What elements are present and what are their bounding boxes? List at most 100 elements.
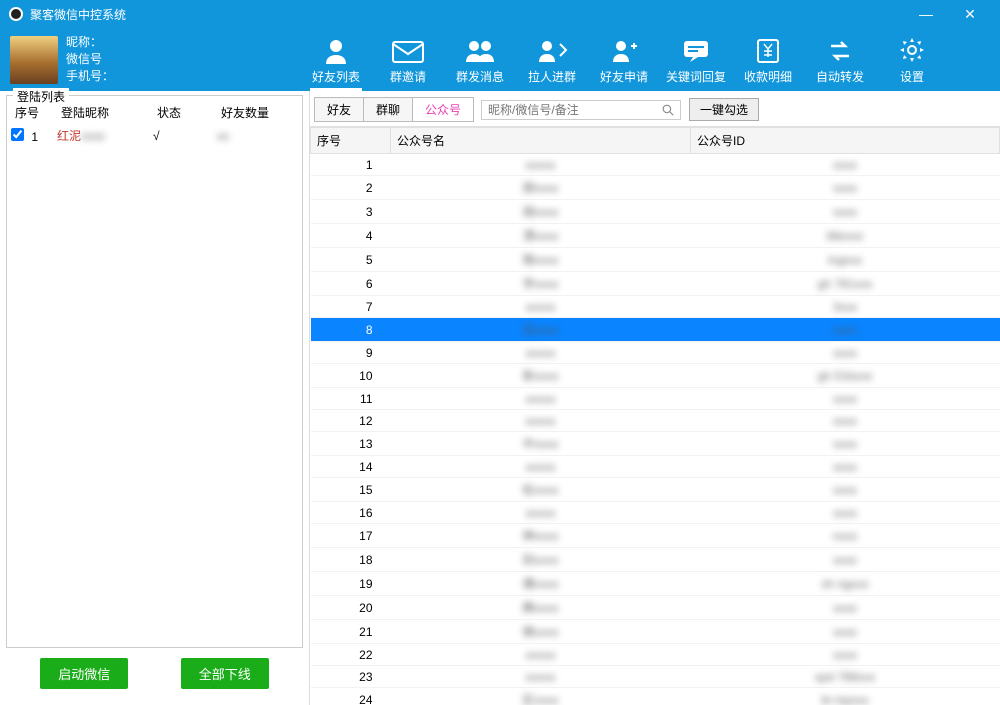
th-idx[interactable]: 序号 [311, 128, 391, 154]
cell-idx: 12 [311, 410, 391, 432]
cell-name: 别xxxx [391, 548, 691, 572]
table-row[interactable]: 20腾xxxxxxxx [311, 596, 1000, 620]
table-row[interactable]: 2朋xxxxxxxx [311, 176, 1000, 200]
nav-payment[interactable]: 收款明细 [732, 38, 804, 91]
cell-id: xxxx [691, 620, 1000, 644]
cell-id: sh ngxxx [691, 572, 1000, 596]
table-row[interactable]: 7xxxxx3xxx [311, 296, 1000, 318]
cell-idx: 18 [311, 548, 391, 572]
cell-idx: 16 [311, 502, 391, 524]
cell-id: xxxx [691, 388, 1000, 410]
nav-friends[interactable]: 好友列表 [300, 38, 372, 91]
nav-label: 自动转发 [816, 70, 864, 84]
cell-idx: 6 [311, 272, 391, 296]
accounts-table: 序号 公众号名 公众号ID 1xxxxxxxxx2朋xxxxxxxx3骑xxxx… [310, 127, 1000, 705]
table-row[interactable]: 23xxxxxspd 788xxx [311, 666, 1000, 688]
cell-name: 爆xxxx [391, 572, 691, 596]
th-id[interactable]: 公众号ID [691, 128, 1000, 154]
nav-friendreq[interactable]: 好友申请 [588, 38, 660, 91]
nav-settings[interactable]: 设置 [876, 36, 948, 91]
filter-tab[interactable]: 好友 [314, 97, 364, 122]
table-row[interactable]: 8目xxxxxxxx [311, 318, 1000, 342]
cell-idx: 5 [311, 248, 391, 272]
cell-name: xxxxx [391, 342, 691, 364]
app-icon [8, 6, 24, 22]
table-row[interactable]: 11xxxxxxxxx [311, 388, 1000, 410]
cell-idx: 22 [311, 644, 391, 666]
nav-label: 群邀请 [390, 70, 426, 84]
close-button[interactable]: ✕ [948, 6, 992, 23]
search-input[interactable] [488, 103, 662, 117]
cell-name: xxxxx [391, 666, 691, 688]
cell-name: 朋xxxx [391, 176, 691, 200]
login-legend: 登陆列表 [13, 88, 69, 105]
cell-name: xxxxx [391, 388, 691, 410]
cell-id: xxxx [691, 200, 1000, 224]
table-row[interactable]: 16xxxxxxxxx [311, 502, 1000, 524]
table-row[interactable]: 5微xxxxingxxx [311, 248, 1000, 272]
table-row[interactable]: 1xxxxxxxxx [311, 154, 1000, 176]
cell-id: bl mpxxx [691, 688, 1000, 705]
table-row[interactable]: 18别xxxxxxxx [311, 548, 1000, 572]
cell-idx: 19 [311, 572, 391, 596]
cell-idx: 21 [311, 620, 391, 644]
table-wrap[interactable]: 序号 公众号名 公众号ID 1xxxxxxxxx2朋xxxxxxxx3骑xxxx… [310, 126, 1000, 705]
select-all-button[interactable]: 一键勾选 [689, 98, 759, 121]
header: 昵称： 微信号 手机号： 好友列表群邀请群发消息拉人进群好友申请关键词回复收款明… [0, 28, 1000, 91]
search-box[interactable] [481, 100, 681, 120]
nav-label: 好友申请 [600, 70, 648, 84]
col-cnt: 好友数量 [217, 104, 298, 121]
table-row[interactable]: 14xxxxxxxxx [311, 456, 1000, 478]
table-row[interactable]: 10新xxxxgh 51bxxx [311, 364, 1000, 388]
cell-idx: 20 [311, 596, 391, 620]
nav-pull[interactable]: 拉人进群 [516, 38, 588, 91]
table-row[interactable]: 6学xxxxgh 781xxx [311, 272, 1000, 296]
table-row[interactable]: 3骑xxxxxxxx [311, 200, 1000, 224]
cell-name: 学xxxx [391, 272, 691, 296]
col-stat: 状态 [153, 104, 217, 121]
cell-id: xxxx [691, 478, 1000, 502]
cell-name: 漂xxxx [391, 224, 691, 248]
start-wechat-button[interactable]: 启动微信 [40, 658, 128, 689]
minimize-button[interactable]: — [904, 6, 948, 22]
login-check[interactable] [11, 128, 24, 141]
table-row[interactable]: 4漂xxxxittlexxx [311, 224, 1000, 248]
cell-id: xxxx [691, 176, 1000, 200]
table-row[interactable]: 22xxxxxxxxx [311, 644, 1000, 666]
login-row[interactable]: 1红泥xxxx√xx [7, 125, 302, 146]
col-idx: 序号 [11, 104, 57, 121]
cell-id: xxxx [691, 596, 1000, 620]
table-row[interactable]: 15松xxxxxxxx [311, 478, 1000, 502]
cell-id: 3xxx [691, 296, 1000, 318]
left-panel: 登陆列表 序号 登陆昵称 状态 好友数量 1红泥xxxx√xx 启动微信 全部下… [0, 91, 310, 705]
login-list-box: 登陆列表 序号 登陆昵称 状态 好友数量 1红泥xxxx√xx [6, 95, 303, 648]
nav-massmsg[interactable]: 群发消息 [444, 38, 516, 91]
cell-name: 骑xxxx [391, 200, 691, 224]
wx-label: 微信号 [66, 51, 102, 68]
nav-label: 设置 [900, 70, 924, 84]
cell-idx: 23 [311, 666, 391, 688]
table-row[interactable]: 13中xxxxxxxx [311, 432, 1000, 456]
cell-id: xxxx [691, 154, 1000, 176]
table-row[interactable]: 24区xxxxbl mpxxx [311, 688, 1000, 705]
table-row[interactable]: 19爆xxxxsh ngxxx [311, 572, 1000, 596]
nav-groupinv[interactable]: 群邀请 [372, 38, 444, 91]
nav-keyword[interactable]: 关键词回复 [660, 38, 732, 91]
table-row[interactable]: 17绅xxxxnxxx [311, 524, 1000, 548]
cell-id: ingxxx [691, 248, 1000, 272]
table-row[interactable]: 21微xxxxxxxx [311, 620, 1000, 644]
table-row[interactable]: 12xxxxxxxxx [311, 410, 1000, 432]
app-title: 聚客微信中控系统 [30, 6, 126, 23]
offline-all-button[interactable]: 全部下线 [181, 658, 269, 689]
cell-name: 中xxxx [391, 432, 691, 456]
cell-name: xxxxx [391, 456, 691, 478]
cell-idx: 9 [311, 342, 391, 364]
navbar: 好友列表群邀请 群发消息拉人进群好友申请关键词回复收款明细自动转发 设置 [300, 28, 948, 91]
filter-tab[interactable]: 公众号 [412, 97, 474, 122]
cell-id: xxxx [691, 432, 1000, 456]
cell-idx: 17 [311, 524, 391, 548]
table-row[interactable]: 9xxxxxxxxx [311, 342, 1000, 364]
th-name[interactable]: 公众号名 [391, 128, 691, 154]
nav-forward[interactable]: 自动转发 [804, 38, 876, 91]
filter-tab[interactable]: 群聊 [363, 97, 413, 122]
